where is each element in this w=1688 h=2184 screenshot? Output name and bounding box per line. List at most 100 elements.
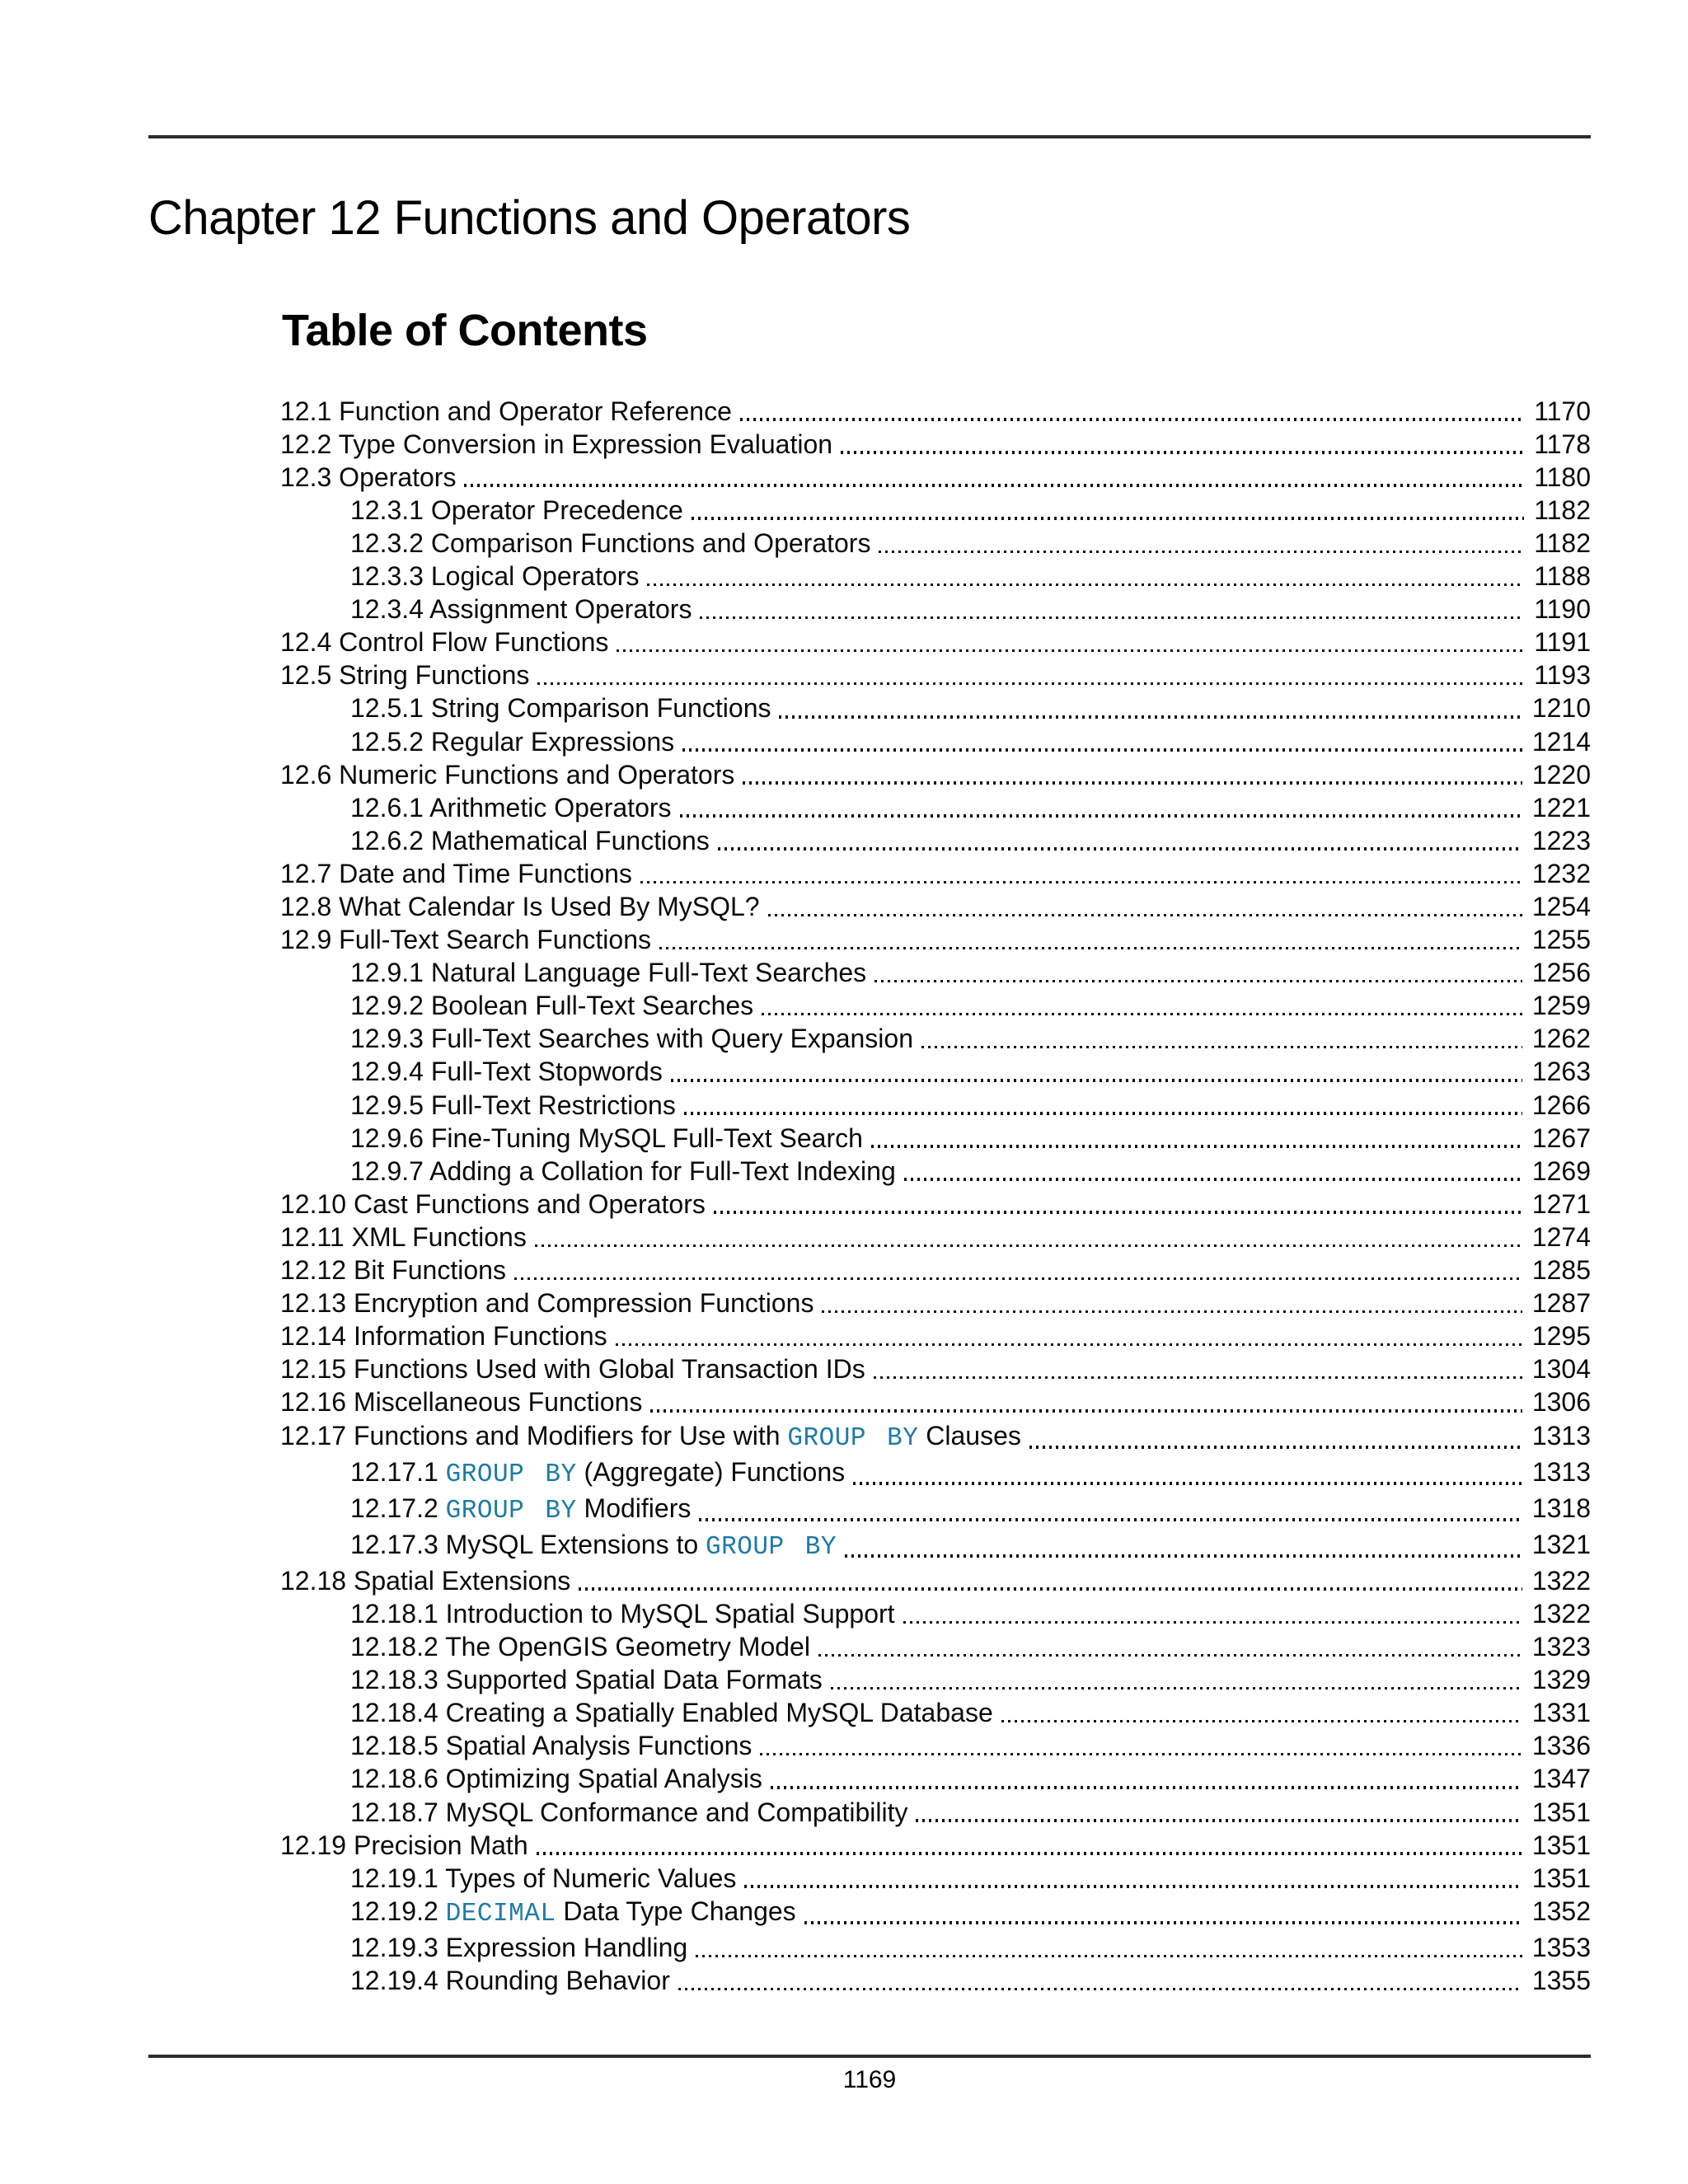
toc-row[interactable]: 12.9.6 Fine-Tuning MySQL Full-Text Searc…	[148, 1122, 1591, 1155]
toc-row[interactable]: 12.11 XML Functions 1274	[148, 1221, 1591, 1254]
toc-row[interactable]: 12.15 Functions Used with Global Transac…	[148, 1352, 1591, 1385]
toc-entry-text: 12.5 String Functions	[280, 660, 530, 691]
dot-leader	[903, 1620, 1522, 1624]
toc-row[interactable]: 12.12 Bit Functions 1285	[148, 1254, 1591, 1286]
toc-row[interactable]: 12.18.3 Supported Spatial Data Formats 13…	[148, 1663, 1591, 1696]
dot-leader	[617, 649, 1525, 653]
toc-row[interactable]: 12.2 Type Conversion in Expression Evalu…	[148, 428, 1591, 461]
toc-entry-page: 1232	[1531, 858, 1591, 888]
toc-entry-text: 12.9.2 Boolean Full-Text Searches	[350, 991, 754, 1021]
toc-entry-page: 1351	[1531, 1797, 1591, 1827]
toc-row[interactable]: 12.19 Precision Math 1351	[148, 1829, 1591, 1862]
dot-leader	[579, 1587, 1522, 1591]
toc-entry-label: 12.5 String Functions	[280, 658, 529, 691]
toc-row[interactable]: 12.9.5 Full-Text Restrictions 1266	[148, 1089, 1591, 1122]
toc-entry-text: 12.18.4 Creating a Spatially Enabled MyS…	[350, 1698, 993, 1728]
dot-leader	[537, 682, 1525, 686]
toc-entry-text: 12.3.1 Operator Precedence	[350, 494, 683, 525]
toc-row[interactable]: 12.18.7 MySQL Conformance and Compatibil…	[148, 1796, 1591, 1829]
toc-row[interactable]: 12.18.2 The OpenGIS Geometry Model 1323	[148, 1630, 1591, 1663]
dot-leader	[818, 1653, 1522, 1657]
toc-entry-page: 1190	[1534, 594, 1591, 625]
toc-row[interactable]: 12.1 Function and Operator Reference 1170	[148, 395, 1591, 428]
toc-row[interactable]: 12.9.7 Adding a Collation for Full-Text …	[148, 1155, 1591, 1188]
toc-row[interactable]: 12.6 Numeric Functions and Operators 1220	[148, 758, 1591, 791]
toc-entry-label: 12.3.4 Assignment Operators	[350, 593, 692, 626]
toc-row[interactable]: 12.18.5 Spatial Analysis Functions 1336	[148, 1729, 1591, 1762]
toc-row[interactable]: 12.9.1 Natural Language Full-Text Search…	[148, 956, 1591, 989]
toc-row[interactable]: 12.10 Cast Functions and Operators 1271	[148, 1188, 1591, 1221]
toc-row[interactable]: 12.5.2 Regular Expressions 1214	[148, 725, 1591, 758]
dot-leader	[682, 748, 1522, 752]
inline-code: GROUP BY	[706, 1532, 837, 1562]
toc-row[interactable]: 12.3.3 Logical Operators 1188	[148, 560, 1591, 593]
toc-entry-text: 12.15 Functions Used with Global Transac…	[280, 1354, 865, 1385]
toc-entry-label: 12.6 Numeric Functions and Operators	[280, 758, 734, 791]
toc-entry-page: 1352	[1531, 1896, 1591, 1926]
toc-row[interactable]: 12.9.3 Full-Text Searches with Query Exp…	[148, 1022, 1591, 1055]
toc-row[interactable]: 12.6.1 Arithmetic Operators 1221	[148, 791, 1591, 824]
dot-leader	[739, 418, 1525, 421]
toc-entry-text: 12.8 What Calendar Is Used By MySQL?	[280, 892, 760, 921]
dot-leader	[640, 880, 1522, 883]
toc-row[interactable]: 12.9 Full-Text Search Functions 1255	[148, 923, 1591, 956]
toc-row[interactable]: 12.17.1 GROUP BY (Aggregate) Functions 13…	[148, 1455, 1591, 1492]
toc-entry-text: 12.19.4 Rounding Behavior	[350, 1966, 670, 1995]
toc-entry-label: 12.18 Spatial Extensions	[280, 1564, 570, 1597]
toc-entry-text: Data Type Changes	[556, 1896, 796, 1926]
toc-row[interactable]: 12.19.4 Rounding Behavior 1355	[148, 1964, 1591, 1997]
toc-entry-text: 12.7 Date and Time Functions	[280, 858, 632, 888]
toc-row[interactable]: 12.17 Functions and Modifiers for Use wi…	[148, 1419, 1591, 1455]
toc-entry-page: 1322	[1531, 1565, 1591, 1596]
toc-entry-label: 12.3.3 Logical Operators	[350, 560, 639, 593]
toc-row[interactable]: 12.3.1 Operator Precedence 1182	[148, 494, 1591, 527]
toc-row[interactable]: 12.4 Control Flow Functions 1191	[148, 626, 1591, 658]
toc-entry-label: 12.19.4 Rounding Behavior	[350, 1964, 670, 1997]
toc-row[interactable]: 12.5 String Functions 1193	[148, 658, 1591, 691]
toc-row[interactable]: 12.14 Information Functions 1295	[148, 1319, 1591, 1352]
toc-row[interactable]: 12.17.2 GROUP BY Modifiers 1318	[148, 1492, 1591, 1528]
dot-leader	[691, 517, 1525, 520]
toc-row[interactable]: 12.16 Miscellaneous Functions 1306	[148, 1385, 1591, 1418]
toc-entry-text: 12.18.7 MySQL Conformance and Compatibil…	[350, 1797, 908, 1827]
toc-entry-label: 12.9.7 Adding a Collation for Full-Text …	[350, 1155, 896, 1188]
toc-row[interactable]: 12.13 Encryption and Compression Functio…	[148, 1286, 1591, 1319]
toc-row[interactable]: 12.19.1 Types of Numeric Values 1351	[148, 1862, 1591, 1895]
toc-entry-text: 12.17.1	[350, 1456, 446, 1487]
toc-entry-text: 12.11 XML Functions	[280, 1221, 527, 1252]
toc-row[interactable]: 12.8 What Calendar Is Used By MySQL? 1254	[148, 890, 1591, 923]
toc-row[interactable]: 12.3.4 Assignment Operators 1190	[148, 593, 1591, 626]
toc-row[interactable]: 12.18.6 Optimizing Spatial Analysis 1347	[148, 1762, 1591, 1795]
toc-entry-page: 1321	[1531, 1529, 1591, 1559]
toc-row[interactable]: 12.9.4 Full-Text Stopwords 1263	[148, 1055, 1591, 1088]
toc-entry-label: 12.19.2 DECIMAL Data Type Changes	[350, 1895, 796, 1931]
dot-leader	[679, 814, 1522, 818]
dot-leader	[903, 1178, 1522, 1181]
dot-leader	[870, 1145, 1522, 1148]
toc-row[interactable]: 12.19.2 DECIMAL Data Type Changes 1352	[148, 1895, 1591, 1931]
toc-row[interactable]: 12.19.3 Expression Handling 1353	[148, 1931, 1591, 1964]
toc-entry-page: 1323	[1531, 1632, 1591, 1662]
dot-leader	[717, 847, 1522, 851]
toc-entry-text: 12.9 Full-Text Search Functions	[280, 925, 651, 955]
toc-row[interactable]: 12.3 Operators 1180	[148, 461, 1591, 494]
toc-row[interactable]: 12.18.4 Creating a Spatially Enabled MyS…	[148, 1696, 1591, 1729]
toc-entry-text: 12.12 Bit Functions	[280, 1255, 506, 1286]
dot-leader	[804, 1921, 1522, 1924]
toc-row[interactable]: 12.3.2 Comparison Functions and Operator…	[148, 527, 1591, 560]
toc-entry-text: 12.18.5 Spatial Analysis Functions	[350, 1731, 753, 1761]
toc-row[interactable]: 12.18 Spatial Extensions 1322	[148, 1564, 1591, 1597]
toc-row[interactable]: 12.18.1 Introduction to MySQL Spatial Su…	[148, 1597, 1591, 1630]
toc-entry-text: 12.9.3 Full-Text Searches with Query Exp…	[350, 1024, 913, 1054]
toc-entry-label: 12.9.4 Full-Text Stopwords	[350, 1055, 663, 1088]
dot-leader	[659, 946, 1522, 950]
toc-entry-page: 1170	[1534, 396, 1591, 426]
toc-entry-page: 1266	[1531, 1090, 1591, 1120]
toc-entry-page: 1318	[1531, 1493, 1591, 1523]
toc-row[interactable]: 12.6.2 Mathematical Functions 1223	[148, 824, 1591, 857]
toc-row[interactable]: 12.9.2 Boolean Full-Text Searches 1259	[148, 989, 1591, 1022]
toc-row[interactable]: 12.5.1 String Comparison Functions 1210	[148, 691, 1591, 724]
toc-row[interactable]: 12.7 Date and Time Functions 1232	[148, 857, 1591, 890]
toc-row[interactable]: 12.17.3 MySQL Extensions to GROUP BY 1321	[148, 1528, 1591, 1564]
toc-entry-text: 12.17.3 MySQL Extensions to	[350, 1529, 706, 1559]
